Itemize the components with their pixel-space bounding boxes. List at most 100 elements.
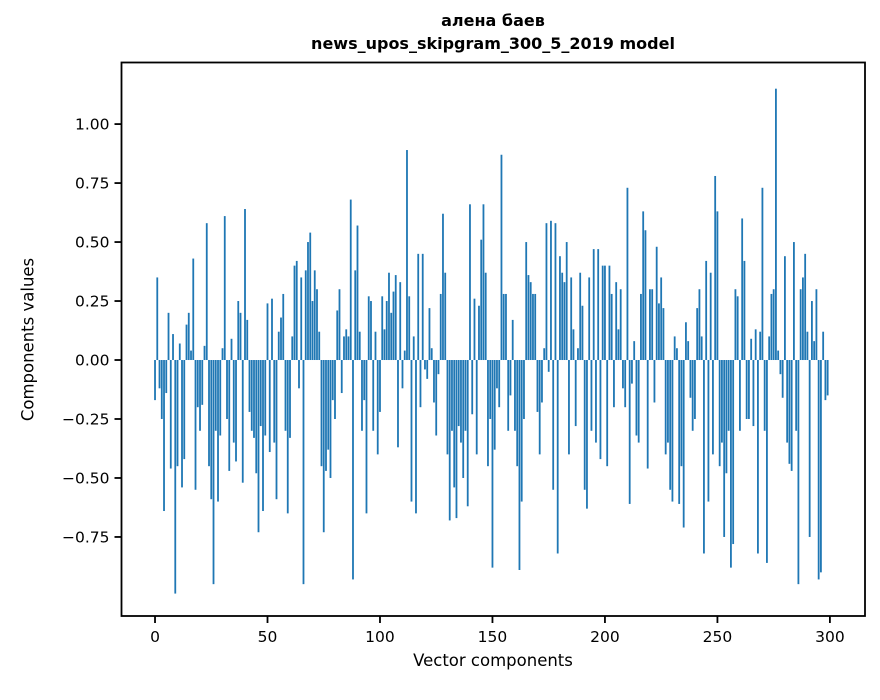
bar xyxy=(646,360,649,469)
bar xyxy=(770,293,773,361)
bar xyxy=(158,360,161,389)
bar xyxy=(473,298,476,361)
bar xyxy=(599,360,602,460)
x-tick-label: 100 xyxy=(365,628,395,646)
bar xyxy=(615,282,618,361)
bar xyxy=(653,360,656,403)
bar xyxy=(813,341,816,361)
bar xyxy=(759,331,762,361)
bar xyxy=(520,360,523,502)
bar xyxy=(543,348,546,361)
bar xyxy=(298,360,300,389)
bar xyxy=(790,360,793,471)
bar xyxy=(415,360,417,514)
bar xyxy=(777,350,780,361)
bar xyxy=(689,360,692,398)
bar xyxy=(617,329,620,361)
bar xyxy=(394,275,397,361)
bar xyxy=(172,334,174,361)
bar xyxy=(554,223,557,361)
bar xyxy=(745,360,748,419)
bar xyxy=(401,360,404,389)
bar xyxy=(714,175,717,361)
bar xyxy=(565,242,568,361)
bar xyxy=(408,296,411,361)
bar xyxy=(768,336,771,361)
bar xyxy=(313,270,316,361)
y-tick-label: 1.00 xyxy=(75,116,110,134)
bar xyxy=(244,209,246,361)
bar xyxy=(712,360,714,455)
bar xyxy=(592,249,595,361)
bar xyxy=(595,360,597,443)
bar xyxy=(417,253,420,361)
bar xyxy=(167,312,170,361)
bar xyxy=(552,360,555,490)
bar xyxy=(388,272,390,361)
bar xyxy=(480,239,483,361)
bar xyxy=(221,348,224,361)
bar xyxy=(264,360,267,436)
bar xyxy=(248,360,251,412)
bar xyxy=(743,260,746,361)
bar xyxy=(316,289,318,361)
x-tick-label: 300 xyxy=(815,628,845,646)
bar xyxy=(705,260,708,361)
bar xyxy=(496,360,498,389)
bar xyxy=(433,360,435,403)
bar xyxy=(262,360,264,512)
bar xyxy=(736,296,739,361)
bar xyxy=(361,360,363,431)
bar xyxy=(219,360,222,436)
bar xyxy=(808,360,811,537)
bar xyxy=(217,360,219,502)
bar xyxy=(793,242,795,361)
bar xyxy=(410,360,413,502)
bar xyxy=(561,272,564,361)
bar xyxy=(367,296,370,361)
bar xyxy=(336,310,339,361)
bar xyxy=(655,246,658,361)
bar xyxy=(651,289,654,361)
bar xyxy=(230,338,233,361)
bar xyxy=(487,360,489,467)
bar xyxy=(682,360,685,528)
bar xyxy=(253,360,255,438)
bar xyxy=(597,249,600,361)
x-tick-label: 200 xyxy=(590,628,620,646)
bar xyxy=(622,360,624,389)
bar xyxy=(372,360,375,431)
bar xyxy=(190,350,192,361)
y-tick-label: −0.50 xyxy=(62,469,110,487)
bar xyxy=(687,341,690,361)
bar xyxy=(642,211,645,361)
bar xyxy=(406,150,408,361)
bar xyxy=(781,360,784,398)
bar xyxy=(194,360,197,490)
bar xyxy=(169,360,172,469)
bar xyxy=(802,277,804,361)
bar xyxy=(664,360,667,455)
bar xyxy=(338,289,341,361)
bar xyxy=(660,277,663,361)
bar xyxy=(619,289,622,361)
bar xyxy=(392,291,395,361)
bar xyxy=(586,360,588,509)
bar xyxy=(694,360,696,419)
y-tick-label: −0.25 xyxy=(62,410,110,428)
bar xyxy=(525,242,528,361)
bar xyxy=(732,360,735,545)
bar xyxy=(178,343,181,361)
bar xyxy=(696,308,699,361)
bar xyxy=(779,360,782,375)
bar xyxy=(273,360,276,443)
bar xyxy=(300,277,303,361)
bar xyxy=(786,360,789,443)
bar xyxy=(464,360,467,431)
bar xyxy=(815,289,818,361)
bar xyxy=(379,360,381,412)
bar xyxy=(754,329,757,361)
bar xyxy=(430,348,433,361)
bar xyxy=(766,360,768,563)
bar xyxy=(322,360,325,533)
